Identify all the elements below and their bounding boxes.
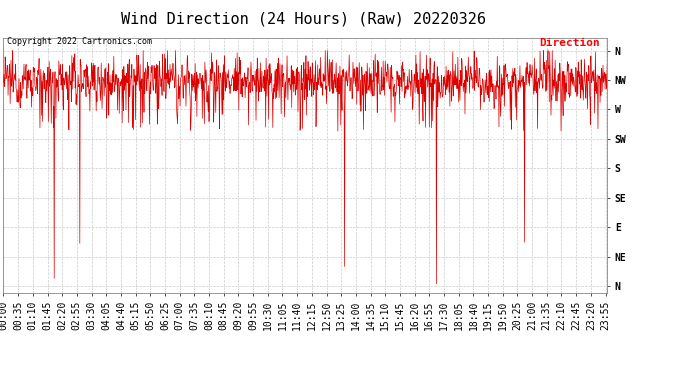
Text: Wind Direction (24 Hours) (Raw) 20220326: Wind Direction (24 Hours) (Raw) 20220326 [121, 11, 486, 26]
Text: Copyright 2022 Cartronics.com: Copyright 2022 Cartronics.com [7, 38, 152, 46]
Text: Direction: Direction [540, 38, 600, 48]
